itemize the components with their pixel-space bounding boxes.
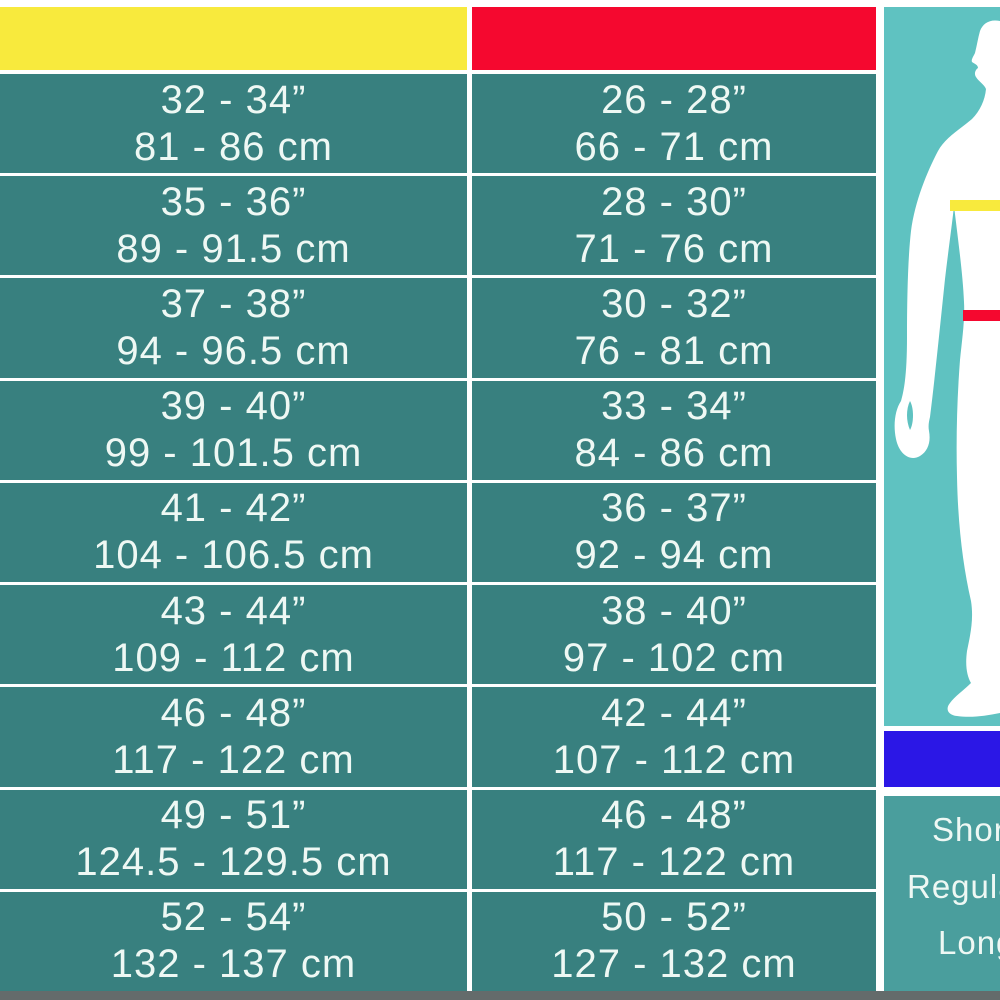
fit-options-panel: Short Regular Long [884, 796, 1000, 991]
table-row: 52 - 54” 132 - 137 cm [0, 891, 467, 991]
waist-inches-cell: 36 - 37” [601, 486, 747, 531]
waist-cm-cell: 97 - 102 cm [562, 635, 786, 680]
table-row: 42 - 44” 107 - 112 cm [472, 687, 876, 787]
waist-inches-cell: 42 - 44” [601, 690, 747, 735]
waist-inches-cell: 28 - 30” [601, 179, 747, 224]
table-row: 46 - 48” 117 - 122 cm [472, 789, 876, 889]
waist-cm-cell: 117 - 122 cm [552, 840, 796, 885]
chest-cm-cell: 132 - 137 cm [110, 942, 357, 987]
table-row: 36 - 37” 92 - 94 cm [472, 482, 876, 583]
chest-inches-cell: 35 - 36” [160, 179, 307, 224]
chest-column: 32 - 34” 81 - 86 cm 35 - 36” 89 - 91.5 cm 37… [0, 0, 467, 991]
waist-inches-cell: 26 - 28” [601, 77, 747, 122]
waist-inches-cell: 30 - 32” [601, 282, 747, 327]
table-row: 28 - 30” 71 - 76 cm [472, 176, 876, 276]
chest-measure-line [950, 200, 1000, 211]
chest-rows: 32 - 34” 81 - 86 cm 35 - 36” 89 - 91.5 cm 37… [0, 74, 467, 991]
fit-option-regular: Regular [907, 868, 1000, 905]
body-figure-panel [884, 7, 1000, 726]
table-row: 50 - 52” 127 - 132 cm [472, 891, 876, 991]
human-silhouette [894, 20, 1000, 717]
chest-cm-cell: 99 - 101.5 cm [104, 431, 363, 476]
chest-inches-cell: 46 - 48” [160, 690, 307, 735]
table-row: 38 - 40” 97 - 102 cm [472, 585, 876, 685]
chest-inches-cell: 39 - 40” [160, 384, 307, 429]
waist-cm-cell: 76 - 81 cm [574, 329, 774, 374]
chest-cm-cell: 94 - 96.5 cm [116, 329, 351, 374]
waist-cm-cell: 66 - 71 cm [574, 124, 774, 169]
chest-inches-cell: 52 - 54” [160, 895, 307, 940]
waist-cm-cell: 107 - 112 cm [552, 737, 796, 782]
waist-inches-cell: 46 - 48” [601, 793, 747, 838]
chest-header-bar [0, 7, 467, 70]
chest-cm-cell: 124.5 - 129.5 cm [75, 840, 392, 885]
waist-column: 26 - 28” 66 - 71 cm 28 - 30” 71 - 76 cm 30 -… [472, 0, 876, 991]
table-row: 35 - 36” 89 - 91.5 cm [0, 176, 467, 276]
table-row: 41 - 42” 104 - 106.5 cm [0, 482, 467, 583]
chest-cm-cell: 109 - 112 cm [112, 635, 355, 680]
waist-inches-cell: 50 - 52” [601, 895, 747, 940]
human-body-shape [894, 20, 1000, 717]
waist-cm-cell: 127 - 132 cm [551, 942, 797, 987]
fit-option-long: Long [938, 924, 1000, 961]
inseam-header-bar [884, 731, 1000, 787]
table-row: 30 - 32” 76 - 81 cm [472, 278, 876, 378]
table-row: 46 - 48” 117 - 122 cm [0, 687, 467, 787]
waist-cm-cell: 84 - 86 cm [574, 431, 774, 476]
waist-cm-cell: 71 - 76 cm [574, 226, 774, 271]
waist-rows: 26 - 28” 66 - 71 cm 28 - 30” 71 - 76 cm 30 -… [472, 74, 876, 991]
table-row: 43 - 44” 109 - 112 cm [0, 585, 467, 685]
table-row: 37 - 38” 94 - 96.5 cm [0, 278, 467, 378]
waist-cm-cell: 92 - 94 cm [574, 533, 774, 578]
chest-inches-cell: 43 - 44” [160, 588, 307, 633]
waist-header-bar [472, 7, 876, 70]
table-row: 39 - 40” 99 - 101.5 cm [0, 380, 467, 480]
table-row: 33 - 34” 84 - 86 cm [472, 380, 876, 480]
fit-option-short: Short [932, 811, 1000, 848]
chest-inches-cell: 37 - 38” [160, 282, 307, 327]
chest-cm-cell: 81 - 86 cm [134, 124, 333, 169]
table-row: 26 - 28” 66 - 71 cm [472, 74, 876, 174]
waist-measure-line [963, 310, 1000, 321]
chest-cm-cell: 117 - 122 cm [112, 737, 355, 782]
waist-inches-cell: 38 - 40” [601, 588, 747, 633]
chest-inches-cell: 49 - 51” [160, 793, 307, 838]
chest-cm-cell: 104 - 106.5 cm [93, 533, 374, 578]
hand-thumb-notch [907, 401, 913, 430]
table-row: 49 - 51” 124.5 - 129.5 cm [0, 789, 467, 889]
table-row: 32 - 34” 81 - 86 cm [0, 74, 467, 174]
waist-inches-cell: 33 - 34” [601, 384, 747, 429]
chest-inches-cell: 32 - 34” [160, 77, 307, 122]
chest-cm-cell: 89 - 91.5 cm [116, 226, 351, 271]
bottom-edge [0, 991, 1000, 1000]
chest-inches-cell: 41 - 42” [160, 486, 307, 531]
